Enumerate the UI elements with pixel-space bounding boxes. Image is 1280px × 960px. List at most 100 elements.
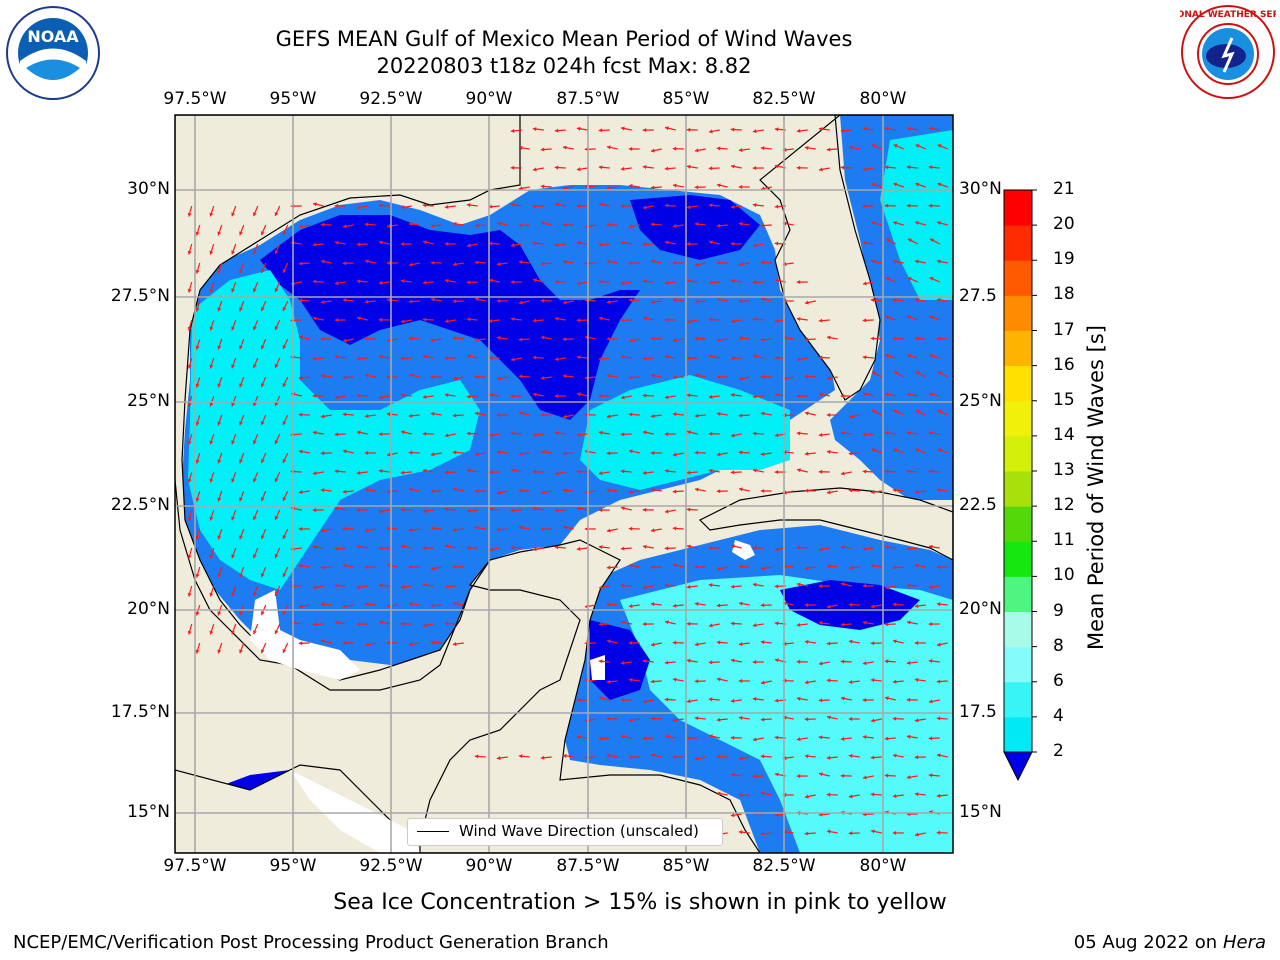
wave-direction-arrowhead	[533, 278, 537, 283]
wave-direction-arrowhead	[356, 585, 361, 590]
wave-direction-arrowhead	[686, 736, 691, 741]
wave-direction-arrowhead	[664, 432, 669, 437]
wave-direction-arrowhead	[540, 184, 545, 189]
wave-direction-arrowhead	[862, 204, 867, 209]
wave-direction-arrowhead	[818, 392, 823, 397]
wave-direction-arrowhead	[672, 223, 677, 229]
wave-direction-arrowhead	[642, 279, 647, 284]
wave-direction-arrowhead	[342, 489, 347, 494]
wave-direction-arrowhead	[929, 315, 934, 320]
wave-direction-arrowhead	[686, 544, 691, 549]
colorbar-segment	[1004, 295, 1032, 331]
wave-direction-arrowhead	[930, 238, 935, 243]
wave-direction-arrowhead	[576, 126, 581, 131]
wave-direction-arrowhead	[730, 127, 735, 132]
wave-direction-arrowhead	[532, 469, 537, 474]
wave-direction-arrowhead	[422, 354, 427, 359]
wave-direction-arrowhead	[796, 128, 801, 133]
wave-direction-arrowhead	[231, 250, 236, 255]
wind-wave-direction-arrows	[187, 126, 949, 837]
wave-direction-arrowhead	[840, 659, 845, 664]
wave-direction-arrowhead	[862, 546, 867, 551]
wave-direction-arrowhead	[826, 829, 831, 834]
wave-direction-arrowhead	[209, 478, 214, 483]
latleft-tick: 22.5°N	[110, 495, 170, 515]
wave-direction-arrowhead	[730, 813, 735, 818]
wave-direction-arrowhead	[694, 564, 699, 570]
wave-direction-arrowhead	[430, 223, 435, 228]
wave-direction-arrowhead	[252, 250, 257, 255]
wave-direction-arrowhead	[906, 620, 911, 625]
wave-direction-arrowhead	[893, 144, 898, 148]
wave-direction-arrowhead	[870, 678, 875, 683]
latright-tick: 25°N	[959, 391, 1002, 411]
wave-direction-arrowhead	[620, 583, 625, 588]
wave-direction-arrowhead	[796, 696, 801, 701]
wave-direction-arrowhead	[356, 279, 361, 284]
wave-direction-arrowhead	[892, 336, 897, 341]
wave-direction-arrowhead	[444, 433, 449, 438]
wave-direction-arrowhead	[914, 563, 919, 568]
wave-direction-arrowhead	[422, 468, 427, 473]
wave-direction-arrowhead	[928, 203, 933, 208]
lontop-tick: 90°W	[465, 89, 513, 109]
wave-direction-arrowhead	[664, 509, 669, 514]
wave-direction-arrowhead	[231, 212, 236, 217]
wave-direction-arrowhead	[466, 203, 471, 208]
wave-direction-arrowhead	[452, 413, 457, 418]
wave-direction-arrowhead	[650, 336, 655, 341]
wave-direction-arrowhead	[796, 622, 801, 627]
wave-direction-arrowhead	[716, 260, 721, 265]
wave-direction-arrowhead	[730, 204, 735, 209]
wave-direction-arrowhead	[862, 698, 867, 703]
wave-direction-arrowhead	[217, 269, 222, 274]
wave-direction-arrowhead	[452, 450, 457, 455]
wave-direction-arrowhead	[195, 649, 200, 654]
wave-direction-arrowhead	[642, 165, 647, 170]
wave-direction-arrowhead	[892, 565, 897, 570]
wave-direction-arrowhead	[209, 554, 214, 559]
wave-direction-arrowhead	[518, 374, 523, 379]
wave-direction-arrowhead	[884, 392, 889, 397]
wave-direction-arrowhead	[848, 145, 853, 150]
wave-direction-arrowhead	[826, 449, 831, 454]
wave-direction-arrowhead	[312, 356, 317, 361]
wave-direction-arrowhead	[797, 468, 801, 473]
wave-direction-arrowhead	[760, 260, 765, 265]
wave-direction-arrowhead	[444, 393, 449, 398]
wave-direction-arrowhead	[540, 261, 545, 266]
wave-direction-arrowhead	[774, 698, 779, 703]
wave-direction-arrowhead	[760, 831, 765, 836]
wave-direction-arrowhead	[774, 433, 779, 438]
wave-direction-arrowhead	[730, 470, 735, 475]
wave-direction-arrowhead	[804, 300, 809, 305]
wave-direction-arrowhead	[628, 677, 633, 682]
wave-direction-arrowhead	[804, 680, 809, 685]
wave-direction-arrowhead	[914, 259, 919, 264]
wave-direction-arrowhead	[760, 451, 765, 457]
wave-direction-arrowhead	[195, 269, 200, 274]
wave-direction-arrowhead	[252, 288, 257, 293]
wave-direction-arrowhead	[752, 623, 757, 628]
wave-direction-arrowhead	[282, 648, 287, 653]
wave-direction-arrowhead	[364, 565, 369, 570]
wave-direction-arrowhead	[532, 318, 537, 323]
wave-direction-arrowhead	[430, 452, 435, 457]
colorbar-tick-label: 9	[1053, 600, 1064, 621]
wave-direction-arrowhead	[694, 373, 699, 378]
wave-direction-arrowhead	[532, 355, 537, 360]
wave-direction-arrowhead	[906, 546, 911, 551]
wave-direction-arrowhead	[731, 544, 735, 549]
wave-direction-arrowhead	[642, 430, 647, 435]
wave-direction-arrowhead	[606, 565, 611, 570]
wave-direction-arrowhead	[356, 622, 361, 627]
wave-direction-arrowhead	[738, 564, 743, 569]
lonbot-tick: 95°W	[269, 856, 317, 876]
colorbar-segment	[1004, 435, 1032, 472]
wave-direction-arrowhead	[518, 411, 523, 416]
wave-direction-arrowhead	[937, 221, 941, 226]
wave-direction-arrowhead	[818, 661, 823, 666]
wave-direction-arrowhead	[408, 601, 413, 606]
wave-direction-arrowhead	[928, 699, 933, 704]
wave-direction-arrowhead	[540, 449, 545, 454]
